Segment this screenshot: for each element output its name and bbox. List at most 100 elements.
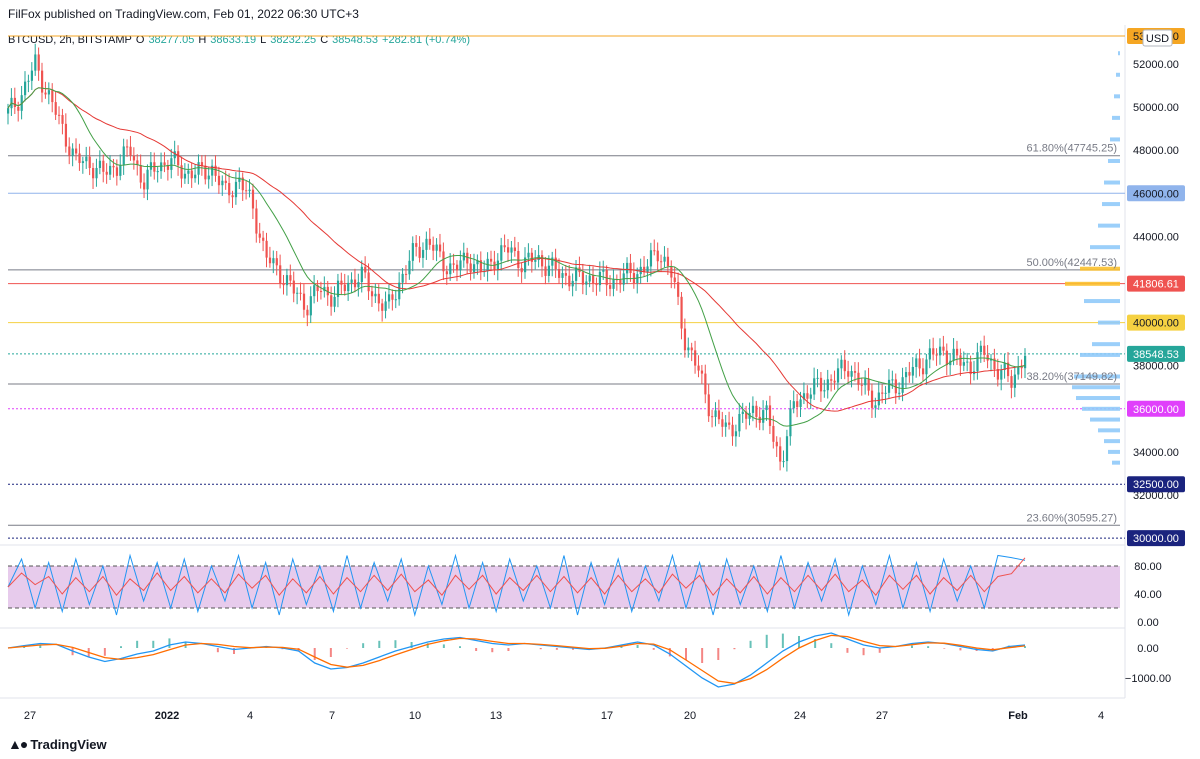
candle-body-258	[884, 392, 887, 394]
candle-body-237	[813, 378, 816, 395]
candle-body-182	[626, 262, 629, 274]
candle-body-270	[925, 359, 928, 375]
macd-hist-46	[749, 640, 752, 648]
price-tick-6: 32000.00	[1133, 490, 1179, 502]
candle-body-122	[421, 249, 425, 258]
macd-hist-35	[572, 648, 574, 650]
candle-body-78	[272, 258, 275, 264]
vp-bar-10	[1080, 266, 1120, 271]
candle-body-113	[391, 294, 394, 300]
candle-body-298	[1020, 366, 1023, 369]
macd-hist-9	[152, 640, 155, 648]
candle-body-83	[289, 275, 292, 281]
candle-body-235	[806, 393, 809, 399]
candle-body-240	[823, 390, 826, 392]
candle-body-139	[479, 260, 482, 272]
macd-hist-21	[346, 648, 348, 649]
candle-body-114	[394, 299, 397, 301]
vp-bar-3	[1112, 115, 1120, 120]
candle-body-79	[275, 258, 278, 266]
level-badge-label-4: 38548.53	[1133, 349, 1179, 361]
candle-body-283	[969, 361, 972, 375]
candle-body-145	[500, 245, 503, 261]
macd-hist-50	[814, 639, 817, 648]
candle-body-158	[544, 266, 547, 276]
candle-body-131	[452, 263, 455, 265]
symbol-label[interactable]: BTCUSD, 2h, BITSTAMP	[8, 34, 132, 46]
candle-body-254	[870, 390, 874, 408]
candles	[7, 43, 1027, 472]
candle-body-299	[1024, 355, 1027, 369]
candle-body-63	[221, 180, 224, 186]
macd-hist-45	[733, 648, 736, 650]
candle-body-262	[898, 392, 901, 394]
fib-labels: 61.80%(47745.25) 50.00%(42447.53) 38.20%(3…	[1026, 143, 1117, 525]
candle-body-201	[690, 347, 693, 351]
candle-body-295	[1010, 376, 1013, 388]
macd-hist-47	[765, 634, 768, 648]
candle-body-293	[1003, 362, 1006, 370]
currency-badge[interactable]: USD	[1142, 29, 1173, 47]
candle-body-15	[58, 114, 61, 116]
price-tick-5: 34000.00	[1133, 447, 1179, 459]
candle-body-199	[683, 328, 687, 351]
candle-body-21	[78, 153, 81, 164]
candle-body-178	[612, 279, 615, 289]
footer-brand: ▲● TradingView	[8, 736, 107, 752]
candle-body-266	[911, 366, 914, 376]
candle-body-3	[17, 106, 20, 111]
candle-body-174	[598, 271, 602, 286]
candle-body-217	[745, 411, 748, 419]
vp-bar-7	[1102, 202, 1120, 207]
candle-body-67	[234, 181, 238, 198]
candle-body-53	[187, 170, 190, 174]
candle-body-73	[255, 208, 258, 234]
candle-body-97	[336, 280, 340, 297]
close-value: 38548.53	[332, 34, 379, 46]
macd-hist-51	[830, 643, 833, 648]
candle-body-42	[149, 162, 153, 170]
candle-body-18	[68, 146, 71, 156]
candle-body-124	[428, 238, 431, 245]
time-tick-5: 13	[490, 710, 502, 722]
macd-pane: 0.00 −1000.00	[7, 632, 1171, 688]
candle-body-49	[173, 151, 176, 159]
candle-body-215	[738, 413, 741, 432]
candle-body-261	[894, 379, 897, 394]
candle-body-70	[245, 190, 248, 192]
macd-hist-54	[878, 648, 881, 653]
candle-body-224	[768, 405, 772, 426]
candle-body-243	[833, 380, 836, 383]
candle-body-105	[364, 266, 367, 273]
low-label: L	[260, 34, 267, 46]
candle-body-126	[435, 244, 438, 251]
macd-hist-20	[329, 648, 332, 657]
candle-body-2	[13, 97, 17, 107]
level-badge-2	[1127, 275, 1185, 292]
candle-body-132	[455, 264, 459, 271]
open-label: O	[135, 34, 145, 46]
candle-body-94	[326, 286, 329, 296]
candle-body-214	[734, 431, 738, 437]
candle-body-82	[285, 275, 289, 286]
candle-body-47	[166, 165, 170, 170]
candle-body-163	[561, 273, 564, 278]
candle-body-0	[7, 108, 10, 114]
volume-profile	[1065, 51, 1120, 465]
candle-body-196	[673, 277, 676, 283]
candle-body-213	[731, 424, 734, 437]
candle-body-153	[527, 252, 530, 258]
candle-body-40	[143, 182, 146, 190]
candle-body-128	[442, 251, 445, 272]
candle-body-278	[952, 348, 955, 361]
candle-body-209	[717, 410, 721, 420]
candle-body-239	[819, 377, 823, 392]
macd-hist-39	[636, 645, 639, 648]
macd-hist-63	[1024, 646, 1026, 648]
candle-body-108	[374, 293, 377, 297]
candle-body-71	[248, 189, 251, 192]
candle-body-149	[513, 247, 516, 252]
level-badge-label-7: 30000.00	[1133, 533, 1179, 545]
candle-body-259	[887, 379, 891, 393]
